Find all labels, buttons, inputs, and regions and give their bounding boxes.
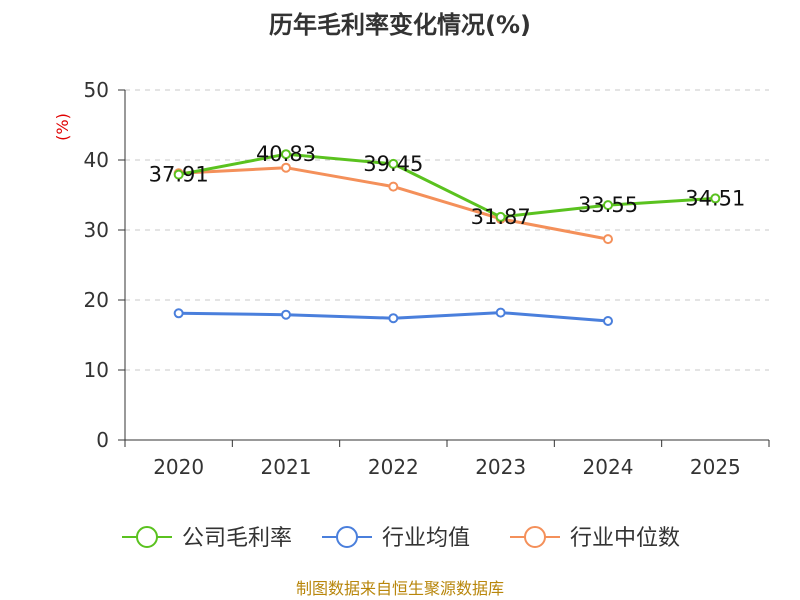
series-point-1: [281, 309, 291, 320]
series-point-2: [603, 234, 613, 245]
legend-marker-icon: [136, 526, 158, 548]
series-point-0: [603, 200, 613, 211]
legend-marker-icon: [336, 526, 358, 548]
data-labels: 37.91 40.83 39.45 31.87 33.55 34.51: [149, 142, 746, 229]
series-point-1: [603, 316, 613, 326]
legend-item-2[interactable]: 行业中位数: [510, 526, 680, 551]
y-axis-label: (%): [53, 113, 72, 141]
series-line-0: [178, 152, 716, 219]
series-point-2: [281, 162, 291, 173]
legend: 公司毛利率 行业均值 行业中位数: [122, 526, 680, 551]
data-label: 34.51: [685, 186, 745, 210]
legend-label: 行业均值: [382, 526, 470, 551]
chart-title: 历年毛利率变化情况(%): [269, 11, 531, 39]
series-point-0: [173, 169, 184, 180]
legend-label: 行业中位数: [570, 526, 680, 551]
y-tick-label: 10: [84, 358, 109, 382]
series-point-0: [281, 149, 291, 160]
legend-label: 公司毛利率: [182, 526, 292, 551]
x-tick-label: 2024: [583, 455, 634, 479]
legend-item-1[interactable]: 行业均值: [322, 526, 470, 551]
y-tick-label: 50: [84, 78, 109, 102]
series-point-1: [388, 313, 399, 324]
source-note: 制图数据来自恒生聚源数据库: [296, 579, 504, 598]
y-tick-label: 40: [84, 148, 109, 172]
data-label: 37.91: [149, 163, 209, 187]
data-label: 31.87: [471, 205, 531, 229]
series-line-2: [178, 166, 609, 241]
series-point-0: [710, 193, 721, 204]
x-tick-label: 2021: [261, 455, 312, 479]
x-tick-label: 2023: [475, 455, 526, 479]
y-tick-label: 0: [96, 428, 109, 452]
series-point-2: [388, 181, 399, 192]
y-tick-label: 20: [84, 288, 109, 312]
legend-item-0[interactable]: 公司毛利率: [122, 526, 292, 551]
gridlines: [125, 89, 769, 371]
axes: 0 10 20 30 40 50 2020 2021 2022 2023 2024 2025: [84, 78, 770, 479]
data-label: 40.83: [256, 142, 316, 166]
x-tick-label: 2020: [153, 455, 204, 479]
series-point-1: [495, 307, 506, 318]
series-point-0: [388, 158, 399, 169]
legend-marker-icon: [524, 526, 546, 548]
data-label: 39.45: [363, 152, 423, 176]
data-label: 33.55: [578, 193, 638, 217]
series-point-1: [173, 308, 184, 319]
series-point-0: [495, 211, 506, 222]
y-tick-label: 30: [84, 218, 109, 242]
x-tick-label: 2025: [690, 455, 741, 479]
x-tick-label: 2022: [368, 455, 419, 479]
series-layer: [173, 149, 721, 326]
